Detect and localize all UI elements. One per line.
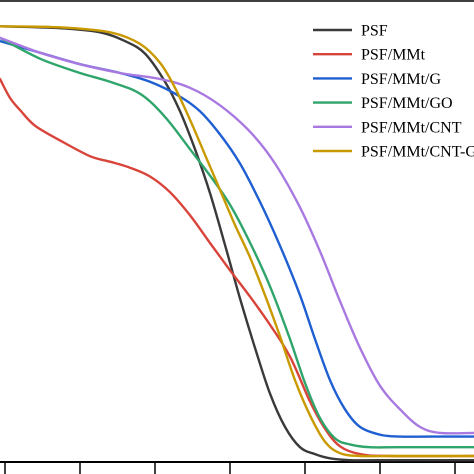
series-line-5 [0, 36, 474, 435]
series-line-6 [0, 25, 474, 458]
legend: PSF PSF/MMt PSF/MMt/G PSF/MMt/GO PSF/MMt/CNT… [313, 23, 474, 161]
legend-label: PSF/MMt [361, 47, 426, 64]
legend-label: PSF/MMt/GO [361, 95, 453, 112]
series-lines [0, 25, 474, 462]
legend-label: PSF [361, 23, 388, 40]
series-line-2 [0, 77, 474, 458]
legend-label: PSF/MMt/G [361, 71, 441, 88]
series-line-4 [0, 36, 474, 449]
legend-label: PSF/MMt/CNT [361, 119, 462, 136]
legend-label: PSF/MMt/CNT-G [361, 144, 474, 161]
series-line-1 [0, 25, 474, 462]
